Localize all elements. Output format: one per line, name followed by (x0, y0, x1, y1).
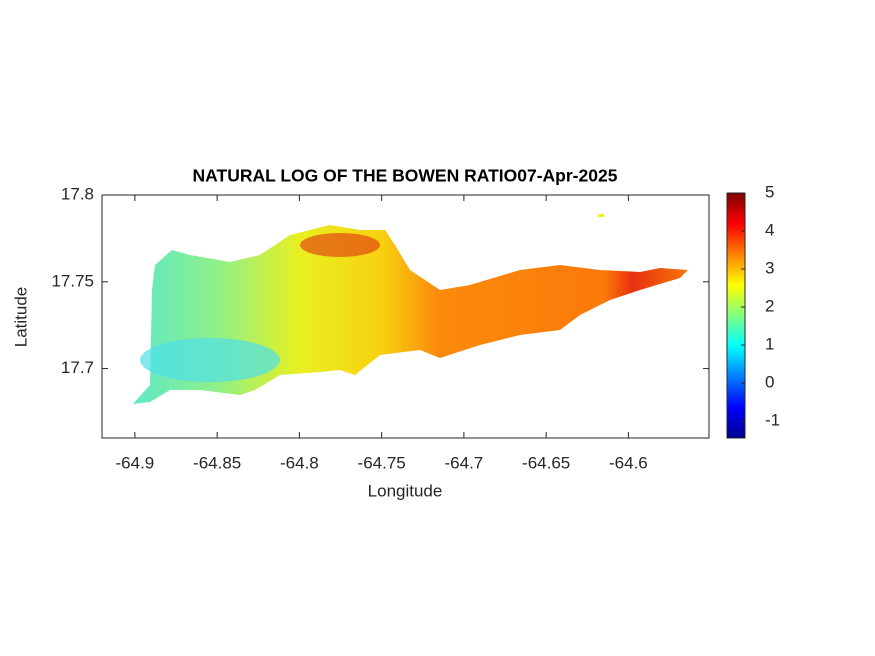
colorbar-tick-label: 3 (765, 258, 774, 277)
y-axis-label: Latitude (11, 287, 30, 348)
chart-title: NATURAL LOG OF THE BOWEN RATIO07-Apr-202… (193, 166, 618, 186)
x-tick-label: -64.8 (280, 453, 319, 472)
colorbar-tick-label: 0 (765, 372, 774, 391)
y-tick-label: 17.7 (61, 358, 94, 377)
colorbar-tick-label: 5 (765, 182, 774, 201)
x-tick-label: -64.85 (193, 453, 241, 472)
colorbar-tick-label: 1 (765, 334, 774, 353)
colorbar-tick-label: -1 (765, 410, 780, 429)
colorbar-tick-label: 2 (765, 296, 774, 315)
x-tick-label: -64.65 (522, 453, 570, 472)
colorbar-tick-label: 4 (765, 220, 774, 239)
y-tick-label: 17.8 (61, 184, 94, 203)
island-raster-low (140, 338, 280, 382)
islet (598, 214, 604, 217)
x-tick-label: -64.9 (116, 453, 155, 472)
island-raster-high (300, 233, 380, 257)
x-axis-label: Longitude (368, 481, 443, 500)
x-tick-label: -64.7 (445, 453, 484, 472)
x-tick-label: -64.75 (358, 453, 406, 472)
colorbar (726, 192, 746, 439)
x-tick-label: -64.6 (609, 453, 648, 472)
y-tick-label: 17.75 (51, 271, 94, 290)
